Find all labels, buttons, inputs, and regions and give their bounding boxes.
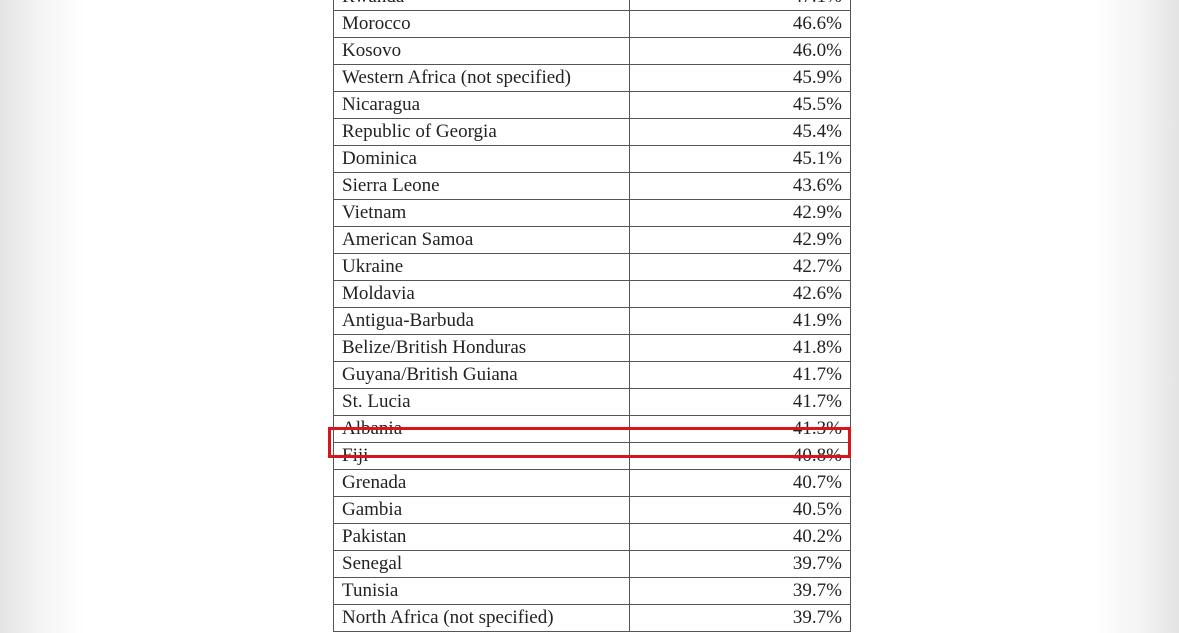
country-cell: Moldavia	[333, 280, 630, 308]
table-row: Republic of Georgia 45.4%	[333, 118, 851, 146]
percent-cell: 42.9%	[629, 199, 851, 227]
percent-cell: 40.7%	[629, 469, 851, 497]
country-cell: North Africa (not specified)	[333, 604, 630, 632]
country-cell: Gambia	[333, 496, 630, 524]
table-row: Senegal 39.7%	[333, 550, 851, 578]
percent-cell: 41.8%	[629, 334, 851, 362]
table-row: Guyana/British Guiana 41.7%	[333, 361, 851, 389]
table-row: Pakistan 40.2%	[333, 523, 851, 551]
percent-cell: 46.0%	[629, 37, 851, 65]
table-row: Nicaragua 45.5%	[333, 91, 851, 119]
country-cell: Pakistan	[333, 523, 630, 551]
table-row: Antigua-Barbuda 41.9%	[333, 307, 851, 335]
country-cell: Kosovo	[333, 37, 630, 65]
table-row: North Africa (not specified) 39.7%	[333, 604, 851, 632]
country-cell: Western Africa (not specified)	[333, 64, 630, 92]
table-row: Gambia 40.5%	[333, 496, 851, 524]
table-row: Grenada 40.7%	[333, 469, 851, 497]
country-cell: American Samoa	[333, 226, 630, 254]
table-row: Dominica 45.1%	[333, 145, 851, 173]
country-cell: Fiji	[333, 442, 630, 470]
table-row: Western Africa (not specified) 45.9%	[333, 64, 851, 92]
country-cell: Senegal	[333, 550, 630, 578]
country-cell: Dominica	[333, 145, 630, 173]
percent-cell: 42.9%	[629, 226, 851, 254]
percent-cell: 41.3%	[629, 415, 851, 443]
country-cell: Republic of Georgia	[333, 118, 630, 146]
table-row: Sierra Leone 43.6%	[333, 172, 851, 200]
percent-cell: 40.8%	[629, 442, 851, 470]
percent-cell: 46.6%	[629, 10, 851, 38]
table-row: Fiji 40.8%	[333, 442, 851, 470]
percent-cell: 45.1%	[629, 145, 851, 173]
country-cell: Albania	[333, 415, 630, 443]
percent-cell: 39.7%	[629, 577, 851, 605]
country-cell: St. Lucia	[333, 388, 630, 416]
country-cell: Rwanda	[333, 0, 630, 11]
data-table: Rwanda47.1%Morocco46.6%Kosovo46.0%Wester…	[333, 0, 851, 632]
percent-cell: 39.7%	[629, 550, 851, 578]
table-row: Albania 41.3%	[333, 415, 851, 443]
country-cell: Guyana/British Guiana	[333, 361, 630, 389]
country-cell: Grenada	[333, 469, 630, 497]
table-body: Rwanda47.1%Morocco46.6%Kosovo46.0%Wester…	[333, 0, 851, 632]
percent-cell: 40.5%	[629, 496, 851, 524]
country-cell: Nicaragua	[333, 91, 630, 119]
percent-cell: 41.9%	[629, 307, 851, 335]
percent-cell: 42.6%	[629, 280, 851, 308]
percent-cell: 47.1%	[629, 0, 851, 11]
country-cell: Morocco	[333, 10, 630, 38]
table-row: Morocco 46.6%	[333, 10, 851, 38]
table-row: Ukraine 42.7%	[333, 253, 851, 281]
country-cell: Sierra Leone	[333, 172, 630, 200]
table-row: Kosovo 46.0%	[333, 37, 851, 65]
country-cell: Belize/British Honduras	[333, 334, 630, 362]
country-cell: Antigua-Barbuda	[333, 307, 630, 335]
table-row: Belize/British Honduras 41.8%	[333, 334, 851, 362]
percent-cell: 39.7%	[629, 604, 851, 632]
table-row: Rwanda47.1%	[333, 0, 851, 11]
percent-cell: 40.2%	[629, 523, 851, 551]
percent-cell: 45.9%	[629, 64, 851, 92]
percent-cell: 41.7%	[629, 388, 851, 416]
percent-cell: 41.7%	[629, 361, 851, 389]
country-cell: Ukraine	[333, 253, 630, 281]
percent-cell: 43.6%	[629, 172, 851, 200]
country-cell: Vietnam	[333, 199, 630, 227]
percent-cell: 45.4%	[629, 118, 851, 146]
table-row: St. Lucia 41.7%	[333, 388, 851, 416]
table-row: Tunisia 39.7%	[333, 577, 851, 605]
percent-cell: 42.7%	[629, 253, 851, 281]
table-row: Moldavia 42.6%	[333, 280, 851, 308]
percent-cell: 45.5%	[629, 91, 851, 119]
table-row: Vietnam 42.9%	[333, 199, 851, 227]
table-row: American Samoa 42.9%	[333, 226, 851, 254]
country-cell: Tunisia	[333, 577, 630, 605]
